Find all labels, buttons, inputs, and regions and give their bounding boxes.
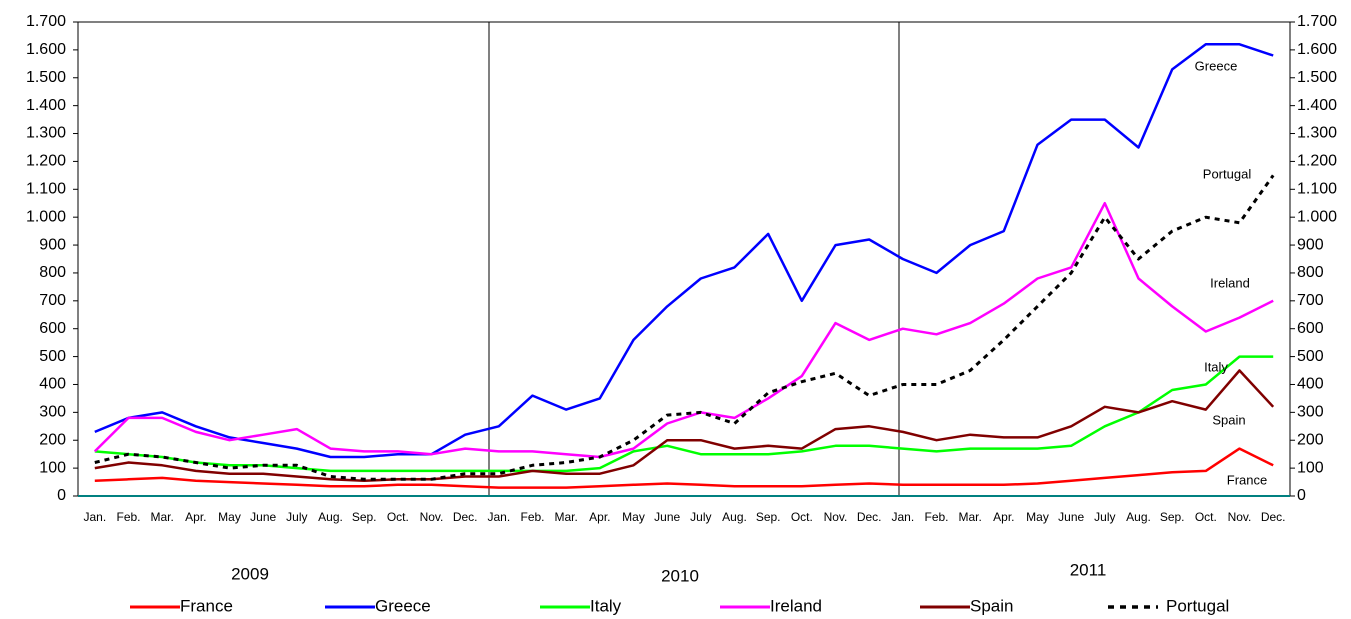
series-line [94,174,1275,481]
x-tick-label: Apr. [185,510,206,524]
series-label: Ireland [1210,275,1250,290]
y-tick-label: 1.500 [26,69,66,86]
x-tick-label: Mar. [150,510,173,524]
series-line [93,201,1274,459]
y2-tick-label: 0 [1297,487,1306,504]
x-tick-label: Dec. [1261,510,1286,524]
y-tick-label: 1.700 [26,13,66,30]
legend-label: Italy [590,596,622,615]
y2-tick-label: 500 [1297,348,1324,365]
y2-tick-label: 700 [1297,292,1324,309]
x-tick-label: May [1026,510,1049,524]
legend-label: Spain [970,596,1013,615]
x-tick-label: July [1094,510,1115,524]
y-tick-label: 700 [39,292,66,309]
x-tick-label: June [250,510,276,524]
x-tick-label: July [690,510,711,524]
series-line [94,43,1274,459]
x-tick-label: July [286,510,307,524]
x-tick-label: Jan. [891,510,914,524]
y-tick-label: 200 [39,431,66,448]
x-tick-label: Apr. [589,510,610,524]
series-line [94,355,1274,473]
series-label: Greece [1195,58,1238,73]
legend-label: Portugal [1166,596,1229,615]
legend-label: France [180,596,233,615]
y2-tick-label: 400 [1297,376,1324,393]
x-tick-label: Feb. [520,510,544,524]
y-tick-label: 400 [39,376,66,393]
series-label: France [1227,472,1267,487]
y-tick-label: 100 [39,459,66,476]
x-tick-label: Dec. [453,510,478,524]
x-tick-label: Mar. [554,510,577,524]
y2-tick-label: 1.000 [1297,208,1337,225]
x-tick-label: Oct. [791,510,813,524]
y2-tick-label: 1.100 [1297,181,1337,198]
x-tick-label: Nov. [1228,510,1252,524]
y-tick-label: 1.200 [26,153,66,170]
y2-tick-label: 800 [1297,264,1324,281]
x-tick-label: June [654,510,680,524]
y-tick-label: 300 [39,404,66,421]
x-tick-label: Feb. [924,510,948,524]
y-tick-label: 0 [57,487,66,504]
y2-tick-label: 100 [1297,459,1324,476]
y-tick-label: 500 [39,348,66,365]
y-tick-label: 900 [39,236,66,253]
y2-tick-label: 1.600 [1297,41,1337,58]
x-tick-label: Aug. [722,510,747,524]
x-tick-label: May [622,510,645,524]
legend-label: Ireland [770,596,822,615]
x-tick-label: Sep. [1160,510,1185,524]
x-tick-label: Aug. [1126,510,1151,524]
x-tick-label: Sep. [352,510,377,524]
x-tick-label: Nov. [420,510,444,524]
series-label: Portugal [1203,166,1252,181]
year-label: 2011 [1070,560,1107,579]
y2-tick-label: 1.200 [1297,153,1337,170]
y-tick-label: 1.300 [26,125,66,142]
y2-tick-label: 200 [1297,431,1324,448]
year-label: 2010 [661,566,699,585]
y2-tick-label: 300 [1297,404,1324,421]
x-tick-label: Oct. [387,510,409,524]
y-tick-label: 1.400 [26,97,66,114]
y2-tick-label: 1.500 [1297,69,1337,86]
x-tick-label: Aug. [318,510,343,524]
y-tick-label: 600 [39,320,66,337]
x-tick-label: Jan. [487,510,510,524]
x-tick-label: Dec. [857,510,882,524]
series-label: Spain [1212,412,1245,427]
y-tick-label: 1.600 [26,41,66,58]
y-tick-label: 1.100 [26,181,66,198]
y2-tick-label: 1.400 [1297,97,1337,114]
legend-label: Greece [375,596,431,615]
y2-tick-label: 1.700 [1297,13,1337,30]
x-tick-label: June [1058,510,1084,524]
x-tick-label: Feb. [116,510,140,524]
x-tick-label: Jan. [83,510,106,524]
x-tick-label: Mar. [958,510,981,524]
y2-tick-label: 600 [1297,320,1324,337]
series-label: Italy [1204,359,1228,374]
x-tick-label: Nov. [824,510,848,524]
y-tick-label: 800 [39,264,66,281]
x-tick-label: Oct. [1195,510,1217,524]
x-tick-label: May [218,510,241,524]
series-line [94,447,1274,489]
x-tick-label: Apr. [993,510,1014,524]
series-line [94,369,1275,482]
y-tick-label: 1.000 [26,208,66,225]
y2-tick-label: 1.300 [1297,125,1337,142]
x-tick-label: Sep. [756,510,781,524]
y2-tick-label: 900 [1297,236,1324,253]
year-label: 2009 [231,564,269,583]
